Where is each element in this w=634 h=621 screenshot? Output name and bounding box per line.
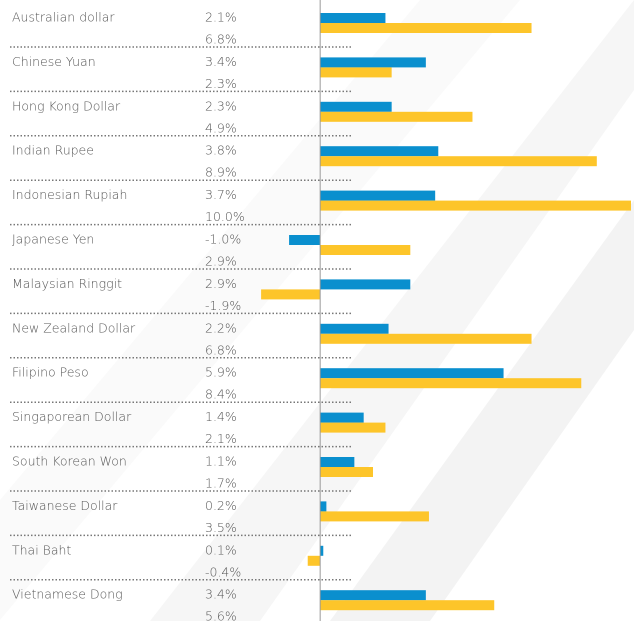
category-label: Indonesian Rupiah [12,187,127,202]
value-label: 2.1% [205,431,237,446]
category-label: Taiwanese Dollar [12,498,118,513]
bar [320,323,389,334]
bar [320,467,374,477]
bar [289,235,321,245]
bar [320,156,597,167]
category-label: Indian Rupee [12,143,94,158]
bar [320,67,392,78]
value-label: 0.1% [205,542,237,557]
bar [320,501,327,512]
value-label: 2.3% [205,98,237,113]
value-label: 2.1% [205,10,237,25]
value-label: 6.8% [205,32,237,47]
category-label: Malaysian Ringgit [12,276,122,291]
value-label: 2.9% [205,254,237,269]
value-label: 3.4% [205,54,237,69]
category-label: New Zealand Dollar [12,320,136,335]
value-label: 0.2% [205,498,237,513]
value-label: 3.8% [205,143,237,158]
category-label: Australian dollar [12,10,115,25]
value-label: 3.5% [205,520,237,535]
value-label: -1.0% [205,232,241,247]
bar [320,600,495,611]
category-label: Vietnamese Dong [12,587,123,602]
bar [320,13,386,23]
category-label: Filipino Peso [12,365,89,380]
category-label: Chinese Yuan [12,54,96,69]
bar [320,378,582,389]
value-label: 3.4% [205,587,237,602]
value-label: 1.4% [205,409,237,424]
bar [320,111,473,122]
category-label: Singaporean Dollar [12,409,132,424]
background-stripe [150,0,634,621]
value-label: 1.7% [205,476,237,491]
bar [320,245,411,255]
value-label: 4.9% [205,120,237,135]
value-label: 2.2% [205,320,237,335]
value-label: 2.3% [205,76,237,91]
value-label: 5.9% [205,365,237,380]
value-label: 5.6% [205,609,237,621]
bar [320,57,426,68]
value-label: -1.9% [205,298,241,313]
bar [320,422,386,433]
value-label: 10.0% [205,209,245,224]
bar [320,590,426,601]
bar [320,545,324,556]
value-label: 1.1% [205,454,237,469]
bar [261,289,321,300]
bar [320,101,392,112]
category-label: Japanese Yen [12,232,94,247]
value-label: -0.4% [205,564,241,579]
bar [320,146,439,157]
category-label: Hong Kong Dollar [12,98,121,113]
value-label: 8.4% [205,387,237,402]
bar [320,333,532,344]
value-label: 2.9% [205,276,237,291]
bar [320,23,532,33]
bar [307,555,321,566]
bar [320,457,355,467]
value-label: 8.9% [205,165,237,180]
category-label: Thai Baht [12,542,71,557]
category-label: South Korean Won [12,454,127,469]
bar [320,511,429,522]
value-label: 6.8% [205,342,237,357]
bar [320,368,504,379]
bar [320,190,436,201]
bar [320,412,364,423]
bar [320,279,411,290]
bar [320,200,631,211]
value-label: 3.7% [205,187,237,202]
